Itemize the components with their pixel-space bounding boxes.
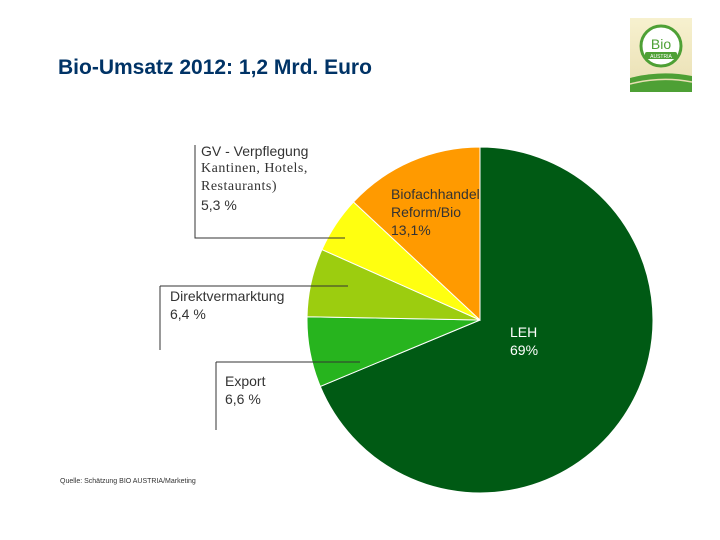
bio-austria-logo: Bio AUSTRIA xyxy=(629,18,693,92)
pie-slices xyxy=(306,146,654,494)
gv-label-detail-1: Kantinen, Hotels, xyxy=(201,161,308,176)
pie-slice-leh xyxy=(319,146,654,494)
export-label-value: 6,6 % xyxy=(225,391,261,407)
biofach-label-value: 13,1% xyxy=(391,222,431,238)
source-note: Quelle: Schätzung BIO AUSTRIA/Marketing xyxy=(60,478,196,485)
biofach-label-line2: Reform/Bio xyxy=(391,204,462,220)
pie-slice-biofach xyxy=(352,146,481,322)
gv-label-value: 5,3 % xyxy=(201,197,237,213)
leader-lines xyxy=(159,145,360,430)
export-label: Export 6,6 % xyxy=(225,372,265,408)
gv-leader-line xyxy=(194,145,345,239)
gv-label: GV - Verpflegung Kantinen, Hotels, Resta… xyxy=(201,142,308,214)
logo-field xyxy=(630,73,692,92)
leh-label-title: LEH xyxy=(510,324,538,340)
leh-label: LEH 69% xyxy=(510,323,538,359)
chart-title: Bio-Umsatz 2012: 1,2 Mrd. Euro xyxy=(58,56,372,79)
direkt-label-title: Direktvermarktung xyxy=(170,288,285,304)
export-label-title: Export xyxy=(225,373,266,389)
biofach-label-title: Biofachhandel xyxy=(391,186,480,202)
gv-label-detail-2: Restaurants) xyxy=(201,179,277,194)
gv-label-title: GV - Verpflegung xyxy=(201,143,309,159)
biofach-label: Biofachhandel Reform/Bio 13,1% xyxy=(391,185,480,239)
direkt-label: Direktvermarktung 6,4 % xyxy=(170,287,284,323)
logo-field-stripe xyxy=(629,78,693,85)
leh-label-value: 69% xyxy=(510,342,539,358)
logo-text-bio: Bio xyxy=(651,36,671,52)
bio-austria-logo-graphic: Bio AUSTRIA xyxy=(629,24,693,92)
logo-text-austria: AUSTRIA xyxy=(650,54,672,60)
direkt-label-value: 6,4 % xyxy=(170,306,206,322)
logo-band xyxy=(645,52,677,59)
